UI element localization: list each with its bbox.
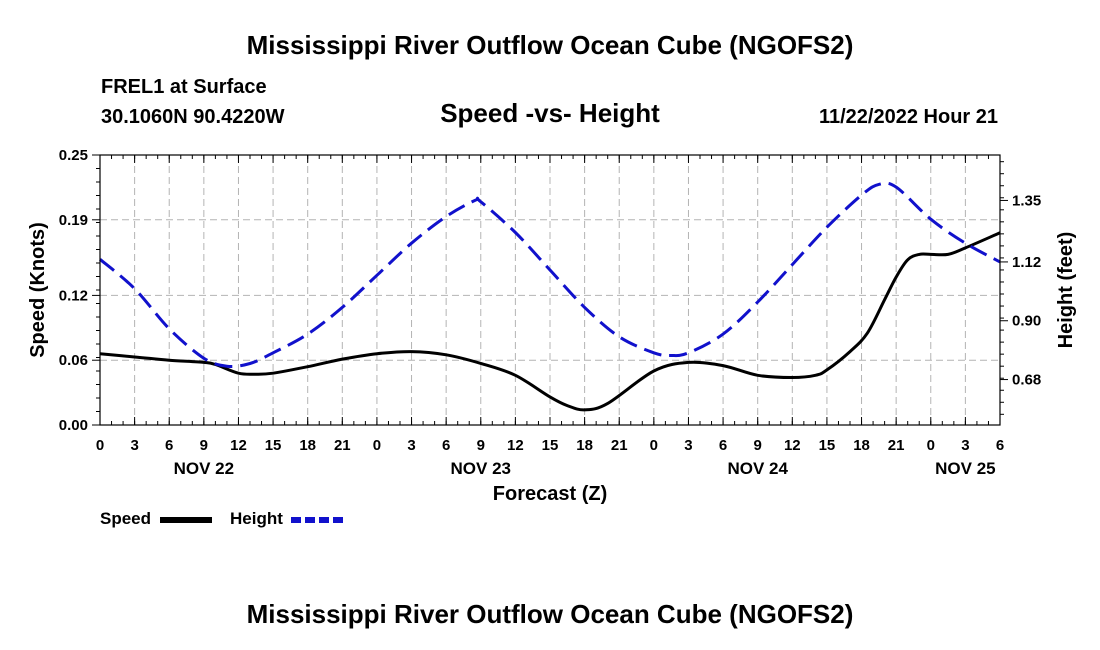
x-tick-label: 0 <box>96 437 104 454</box>
date-label: NOV 25 <box>935 459 995 478</box>
chart-series <box>99 181 1001 412</box>
x-tick-label: 9 <box>477 437 485 454</box>
chart-subtitle: Speed -vs- Height <box>440 98 660 128</box>
x-tick-label: 6 <box>442 437 450 454</box>
x-tick-label: 21 <box>334 437 351 454</box>
x-tick-label: 15 <box>542 437 559 454</box>
x-tick-label: 3 <box>684 437 692 454</box>
y-right-tick-label: 1.12 <box>1012 254 1041 271</box>
legend-height-label: Height <box>230 509 283 528</box>
legend-height-swatch <box>291 517 343 523</box>
series-line-speed <box>99 231 1001 412</box>
x-tick-label: 6 <box>719 437 727 454</box>
x-tick-label: 0 <box>927 437 935 454</box>
y-right-tick-label: 1.35 <box>1012 192 1041 209</box>
station-label: FREL1 at Surface <box>101 76 267 98</box>
y-right-tick-label: 0.68 <box>1012 372 1041 389</box>
y-right-axis-title: Height (feet) <box>1055 232 1077 349</box>
date-label: NOV 23 <box>451 459 511 478</box>
legend-speed-swatch <box>160 517 212 523</box>
chart-title: Mississippi River Outflow Ocean Cube (NG… <box>246 30 854 60</box>
y-right-tick-label: 0.90 <box>1012 313 1041 330</box>
footer-title: Mississippi River Outflow Ocean Cube (NG… <box>246 599 854 629</box>
x-tick-label: 18 <box>853 437 870 454</box>
x-tick-label: 9 <box>754 437 762 454</box>
y-left-tick-label: 0.06 <box>59 352 88 369</box>
y-left-tick-label: 0.00 <box>59 417 88 434</box>
legend-speed-label: Speed <box>100 509 152 528</box>
x-tick-label: 9 <box>200 437 208 454</box>
y-left-tick-label: 0.12 <box>59 287 88 304</box>
x-tick-label: 12 <box>784 437 801 454</box>
x-tick-label: 15 <box>819 437 836 454</box>
x-tick-label: 0 <box>650 437 658 454</box>
x-tick-label: 3 <box>130 437 138 454</box>
series-line-height <box>99 181 1001 368</box>
x-tick-label: 18 <box>576 437 593 454</box>
date-label: NOV 24 <box>727 459 788 478</box>
x-tick-label: 0 <box>373 437 381 454</box>
plot-border <box>99 154 1001 426</box>
chart-axis-labels: 0 3 6 9 12 15 18 21 0 3 6 9 12 15 18 21 0 3 6 9 12 15 18 21 0 3 6N… <box>27 147 1077 505</box>
x-tick-label: 12 <box>507 437 524 454</box>
forecast-datetime: 11/22/2022 Hour 21 <box>818 106 998 128</box>
x-tick-label: 6 <box>165 437 173 454</box>
station-coords: 30.1060N 90.4220W <box>101 106 285 128</box>
x-tick-label: 21 <box>888 437 905 454</box>
y-left-axis-title: Speed (Knots) <box>27 222 49 358</box>
chart-frame <box>92 154 1008 426</box>
x-tick-label: 15 <box>265 437 282 454</box>
y-left-tick-label: 0.19 <box>59 212 88 229</box>
x-tick-label: 21 <box>611 437 628 454</box>
x-tick-label: 12 <box>230 437 247 454</box>
chart-grid <box>100 155 1000 425</box>
y-left-tick-label: 0.25 <box>59 147 88 164</box>
x-tick-label: 3 <box>961 437 969 454</box>
x-axis-title: Forecast (Z) <box>493 483 607 505</box>
x-tick-label: 18 <box>299 437 316 454</box>
date-label: NOV 22 <box>174 459 234 478</box>
x-tick-label: 6 <box>996 437 1004 454</box>
x-tick-label: 3 <box>407 437 415 454</box>
